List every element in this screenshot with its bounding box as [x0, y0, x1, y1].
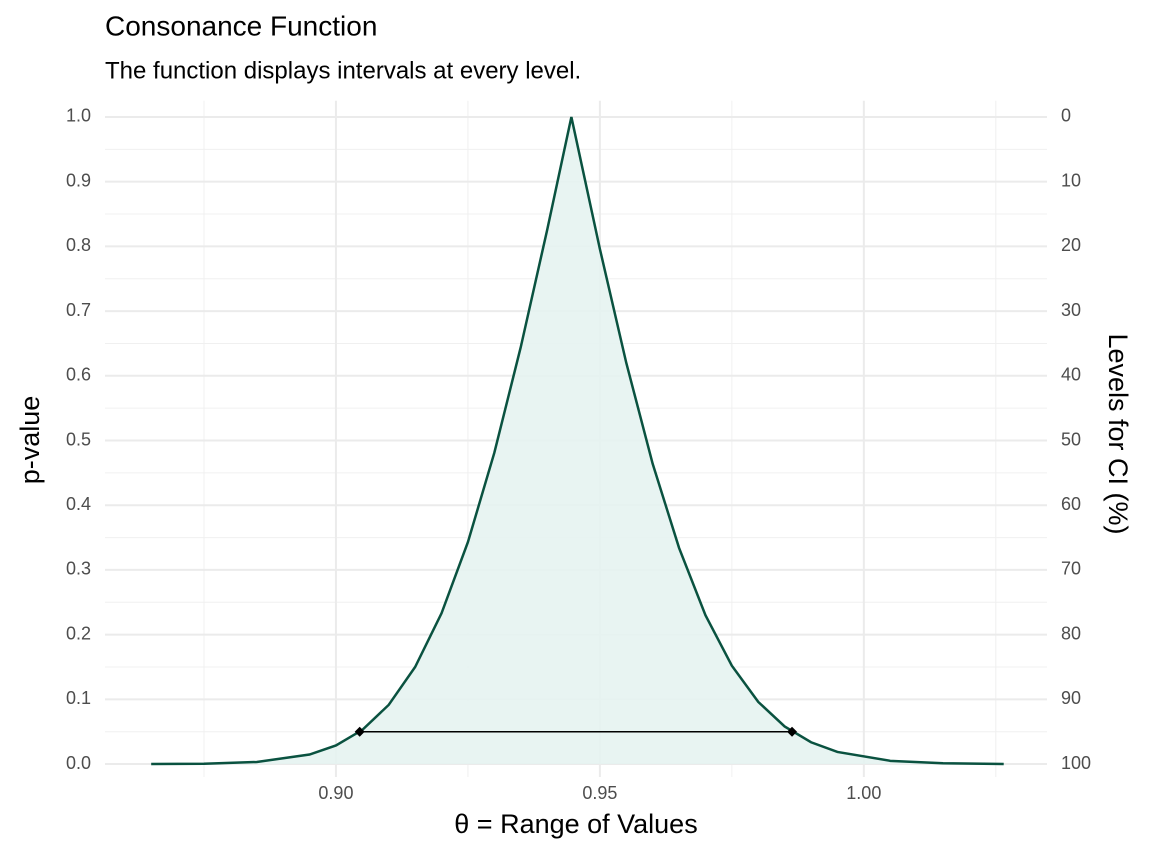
y-tick-label: 1.0 [66, 106, 91, 126]
y2-tick-label: 50 [1061, 429, 1081, 449]
y-tick-label: 0.7 [66, 300, 91, 320]
line [151, 116, 1004, 766]
y-tick-label: 0.0 [66, 753, 91, 773]
y2-tick-label: 60 [1061, 494, 1081, 514]
chart-title: Consonance Function [105, 10, 377, 41]
y-tick-label: 0.9 [66, 170, 91, 190]
interval-end [354, 726, 365, 737]
area [151, 116, 1004, 765]
y-tick-label: 0.2 [66, 623, 91, 643]
y2-tick-label: 40 [1061, 365, 1081, 385]
y-tick-label: 0.1 [66, 688, 91, 708]
interval-end [787, 726, 798, 737]
y-axis-title: p-value [15, 396, 45, 485]
y-tick-label: 0.6 [66, 365, 91, 385]
y2-tick-label: 90 [1061, 688, 1081, 708]
y2-tick-label: 70 [1061, 559, 1081, 579]
y2-tick-label: 80 [1061, 623, 1081, 643]
x-tick-label: 1.00 [846, 783, 881, 803]
y2-tick-label: 20 [1061, 235, 1081, 255]
y2-axis-title: Levels for CI (%) [1103, 333, 1133, 534]
x-axis-title: θ = Range of Values [454, 809, 697, 839]
y2-tick-label: 0 [1061, 106, 1071, 126]
x-tick-label: 0.90 [318, 783, 353, 803]
y2-tick-label: 100 [1061, 753, 1091, 773]
y-tick-label: 0.4 [66, 494, 91, 514]
y-tick-label: 0.3 [66, 559, 91, 579]
y-tick-label: 0.5 [66, 429, 91, 449]
chart-subtitle: The function displays intervals at every… [105, 57, 581, 84]
y-tick-label: 0.8 [66, 235, 91, 255]
x-tick-label: 0.95 [582, 783, 617, 803]
y2-tick-label: 10 [1061, 170, 1081, 190]
y2-tick-label: 30 [1061, 300, 1081, 320]
